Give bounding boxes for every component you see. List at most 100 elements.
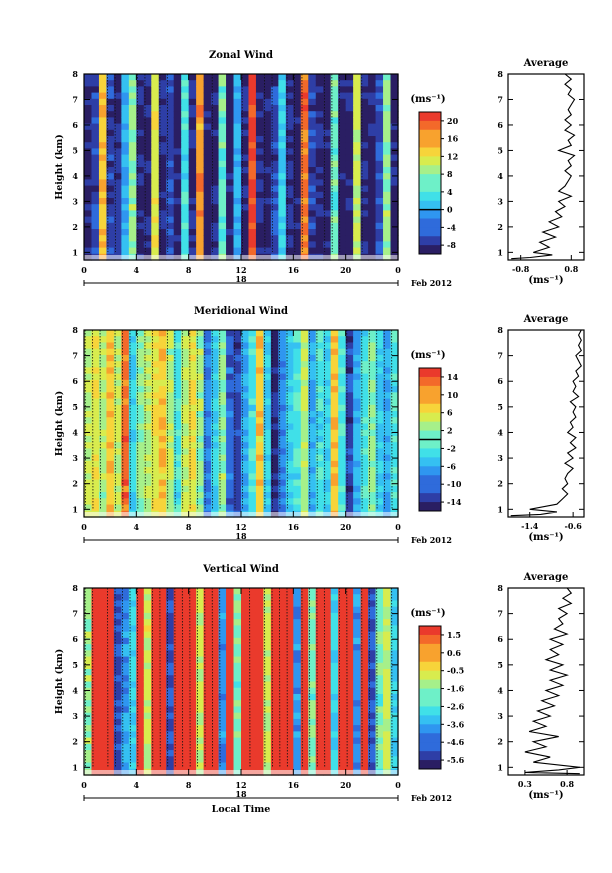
heatmap-cell [375, 123, 384, 131]
heatmap-cell [345, 606, 354, 614]
heatmap-cell [300, 241, 309, 249]
heatmap-cell [128, 485, 137, 493]
heatmap-cell [308, 588, 317, 595]
heatmap-cell [241, 86, 250, 94]
heatmap-cell [285, 662, 294, 670]
heatmap-cell [106, 706, 115, 714]
heatmap-cell [300, 448, 309, 456]
heatmap-cell [308, 136, 317, 143]
heatmap-cell [278, 210, 287, 218]
heatmap-cell [383, 229, 392, 236]
heatmap-cell [323, 173, 332, 180]
heatmap-cell [338, 185, 347, 193]
heatmap-cell [84, 725, 93, 732]
heatmap-cell [263, 631, 272, 639]
heatmap-cell [308, 117, 317, 125]
heatmap-cell [375, 129, 384, 137]
y-tick-label: 6 [72, 376, 78, 386]
heatmap-cell [196, 105, 205, 112]
heatmap-cell [128, 179, 137, 187]
heatmap-cell [143, 756, 152, 764]
heatmap-cell [383, 700, 392, 708]
heatmap-cell [345, 185, 354, 193]
heatmap-cell [345, 198, 354, 205]
heatmap-cell [383, 373, 392, 381]
heatmap-cell [308, 86, 317, 94]
heatmap-cell [158, 361, 167, 368]
heatmap-cell [106, 247, 115, 255]
heatmap-cell [293, 756, 302, 764]
heatmap-cell [263, 117, 272, 125]
heatmap-cell [151, 650, 160, 658]
heatmap-cell [285, 423, 294, 431]
heatmap-cell [241, 123, 250, 131]
heatmap-cell [263, 460, 272, 468]
heatmap-cell [203, 86, 212, 94]
heatmap-cell [136, 379, 145, 387]
heatmap-cell [91, 229, 100, 236]
heatmap-cell [218, 637, 227, 645]
heatmap-cell [323, 179, 332, 187]
heatmap-cell [218, 631, 227, 639]
heatmap-cell [128, 342, 137, 350]
heatmap-cell [203, 460, 212, 468]
heatmap-cell [121, 142, 130, 149]
heatmap-cell [203, 74, 212, 81]
heatmap-cell [345, 129, 354, 137]
heatmap-cell [91, 706, 100, 714]
heatmap-cell [203, 706, 212, 714]
heatmap-cell [121, 379, 130, 387]
heatmap-cell [151, 142, 160, 149]
heatmap-cell [263, 718, 272, 726]
heatmap-cell [136, 392, 145, 400]
heatmap-cell [300, 612, 309, 620]
heatmap-cell [375, 700, 384, 708]
x-tick-label: 20 [340, 522, 352, 532]
heatmap-cell [203, 675, 212, 683]
heatmap-cell [203, 454, 212, 462]
heatmap-cell [241, 718, 250, 726]
heatmap-cell [390, 342, 399, 350]
heatmap-cell [158, 675, 167, 683]
heatmap-cell [233, 241, 242, 249]
heatmap-cell [248, 693, 257, 701]
heatmap-cell [345, 619, 354, 626]
heatmap-cell [233, 210, 242, 218]
heatmap-cell [181, 669, 190, 676]
heatmap-cell [248, 448, 257, 456]
heatmap-cell [211, 204, 220, 211]
heatmap-cell [368, 706, 377, 714]
heatmap-cell [375, 367, 384, 375]
heatmap-cell [368, 712, 377, 720]
heatmap-cell [368, 330, 377, 337]
heatmap-cell [270, 173, 279, 180]
heatmap-cell [255, 354, 265, 362]
heatmap-cell [293, 693, 302, 701]
heatmap-cell [308, 336, 317, 344]
heatmap-cell [181, 247, 190, 255]
heatmap-cell [84, 600, 93, 608]
heatmap-cell [121, 361, 130, 368]
heatmap-cell [106, 348, 115, 356]
heatmap-cell [383, 588, 392, 595]
heatmap-cell [308, 706, 317, 714]
y-tick-label: 7 [72, 351, 78, 361]
heatmap-cell [360, 498, 369, 506]
heatmap-cell [375, 750, 384, 757]
heatmap-cell [233, 136, 242, 143]
heatmap-cell [158, 637, 167, 645]
heatmap-cell [84, 354, 93, 362]
heatmap-cell [293, 435, 302, 443]
heatmap-cell [323, 411, 332, 418]
heatmap-cell [241, 737, 250, 745]
heatmap-cell [345, 167, 354, 174]
heatmap-cell [203, 241, 212, 249]
heatmap-cell [226, 429, 235, 437]
heatmap-cell [106, 606, 115, 614]
heatmap-cell [323, 111, 332, 118]
heatmap-cell [315, 367, 324, 375]
heatmap-cell [255, 619, 265, 626]
x-tick-label: 16 [288, 780, 300, 790]
heatmap-cell [278, 229, 287, 236]
